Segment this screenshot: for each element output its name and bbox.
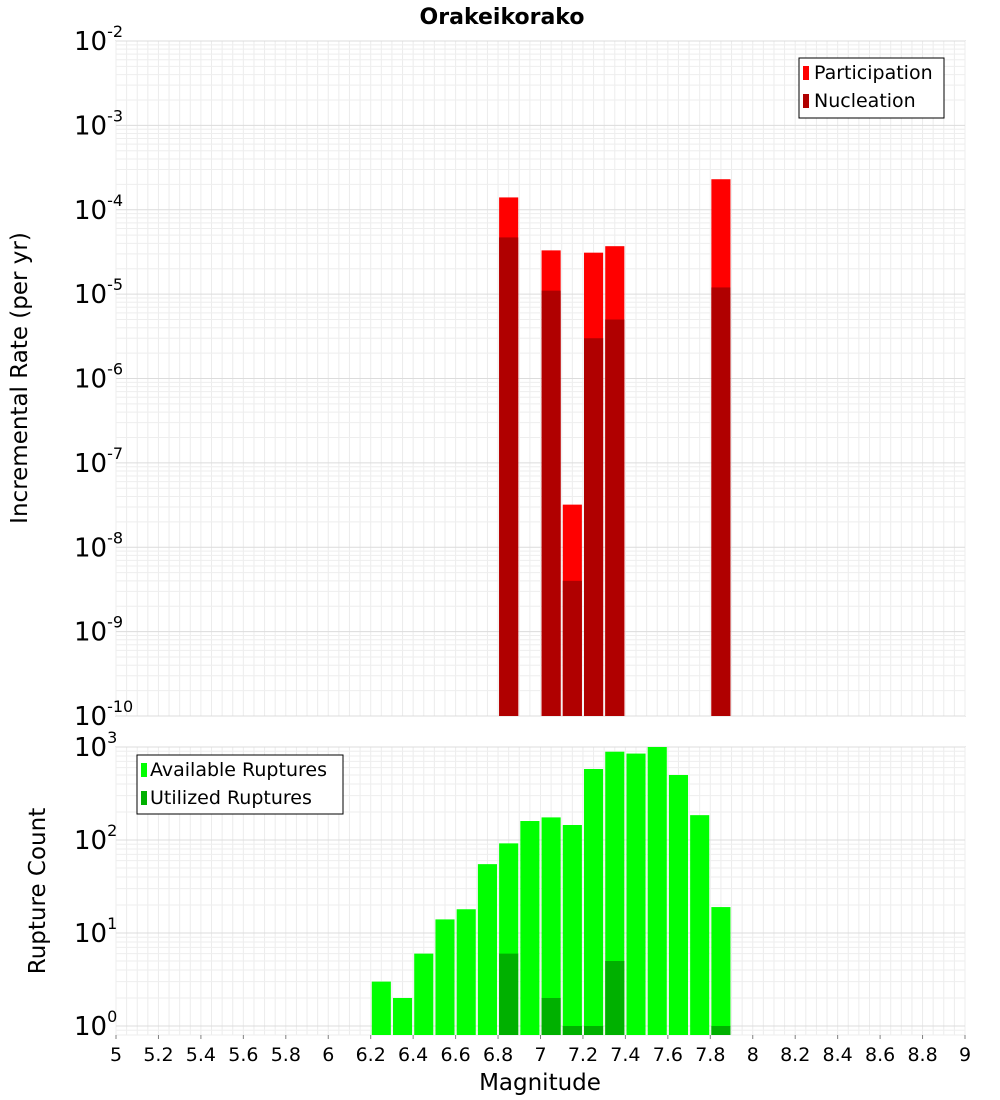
count-panel: 103 102 101 100 Rupture Count Available Rup… [25,728,966,1042]
available-ruptures-bar [711,907,731,1035]
available-ruptures-bar [456,909,476,1035]
nucleation-bar [711,287,731,716]
nucleation-bar [605,319,625,716]
x-tick-label: 5.8 [271,1044,301,1066]
available-ruptures-bar [392,997,413,1035]
available-ruptures-bar [435,919,455,1035]
x-tick-label: 8.2 [780,1044,810,1066]
rate-y-tick-label: 10-2 [74,22,123,57]
available-legend-label: Available Ruptures [150,759,327,781]
available-ruptures-bar [562,824,582,1035]
utilized-legend-label: Utilized Ruptures [150,787,312,809]
available-ruptures-bar [584,769,604,1035]
utilized-legend-swatch [141,791,147,805]
available-ruptures-bar [541,817,561,1035]
x-tick-label: 7.2 [568,1044,598,1066]
x-tick-label: 6.4 [398,1044,428,1066]
x-tick-label: 7.6 [653,1044,683,1066]
rate-y-axis-label: Incremental Rate (per yr) [7,232,33,524]
utilized-ruptures-bar [605,960,625,1035]
x-tick-label: 6.8 [483,1044,513,1066]
count-legend: Available Ruptures Utilized Ruptures [136,754,344,815]
x-tick-label: 8 [747,1044,759,1066]
x-tick-label: 8.4 [823,1044,853,1066]
x-tick-label: 5 [110,1044,122,1066]
available-ruptures-bar [647,747,667,1035]
available-ruptures-bar [668,774,689,1035]
participation-legend-swatch [803,66,809,80]
rate-legend: Participation Nucleation [798,57,945,119]
rate-y-tick-label: 10-9 [74,613,123,648]
x-tick-label: 6.6 [440,1044,470,1066]
utilized-ruptures-bar [562,1025,582,1035]
x-tick-label: 7.4 [610,1044,640,1066]
rate-grid [115,40,966,717]
count-y-tick-label: 100 [74,1007,117,1042]
count-y-ticks: 103 102 101 100 [74,728,117,1042]
nucleation-legend-label: Nucleation [814,90,916,112]
participation-legend-label: Participation [814,62,933,84]
rate-panel: 10-210-310-410-510-610-710-810-910-10 In… [7,22,966,732]
x-ticks: 5 5.2 5.4 5.6 5.8 6 6.2 6.4 6.6 6.8 7 7.2 7.4 7.6 7.8 8… [110,1035,971,1066]
x-tick-label: 7.8 [695,1044,725,1066]
nucleation-legend-swatch [803,94,809,108]
chart-title: Orakeikorako [420,5,585,30]
nucleation-bar [584,338,604,716]
available-ruptures-bar [371,981,391,1035]
utilized-ruptures-bar [541,997,561,1035]
available-ruptures-bar [690,815,710,1035]
available-ruptures-bar [477,864,497,1035]
utilized-ruptures-bar [711,1025,731,1035]
count-y-axis-label: Rupture Count [25,808,51,974]
nucleation-bar [541,290,561,716]
x-axis-label: Magnitude [479,1070,601,1096]
count-y-tick-label: 102 [74,821,117,856]
rate-y-tick-label: 10-10 [74,697,133,732]
x-tick-label: 7 [534,1044,546,1066]
x-tick-label: 5.2 [143,1044,173,1066]
rate-bars [499,179,731,717]
utilized-ruptures-bar [499,953,519,1035]
available-ruptures-bar [414,953,434,1035]
count-y-tick-label: 103 [74,728,117,763]
available-ruptures-bar [520,821,540,1035]
x-tick-label: 8.6 [865,1044,895,1066]
count-legend-box [136,754,344,815]
rate-legend-box [798,57,945,119]
count-bars [371,747,731,1035]
rate-y-ticks: 10-210-310-410-510-610-710-810-910-10 [74,22,133,732]
nucleation-bar [499,237,519,716]
available-ruptures-bar [626,753,646,1035]
utilized-ruptures-bar [584,1025,604,1035]
x-tick-label: 5.4 [186,1044,216,1066]
x-tick-label: 8.8 [907,1044,937,1066]
nucleation-bar [562,580,582,716]
available-legend-swatch [141,763,147,777]
x-tick-label: 9 [959,1044,971,1066]
x-tick-label: 5.6 [228,1044,258,1066]
count-y-tick-label: 101 [74,914,117,949]
x-tick-label: 6.2 [356,1044,386,1066]
x-tick-label: 6 [322,1044,334,1066]
